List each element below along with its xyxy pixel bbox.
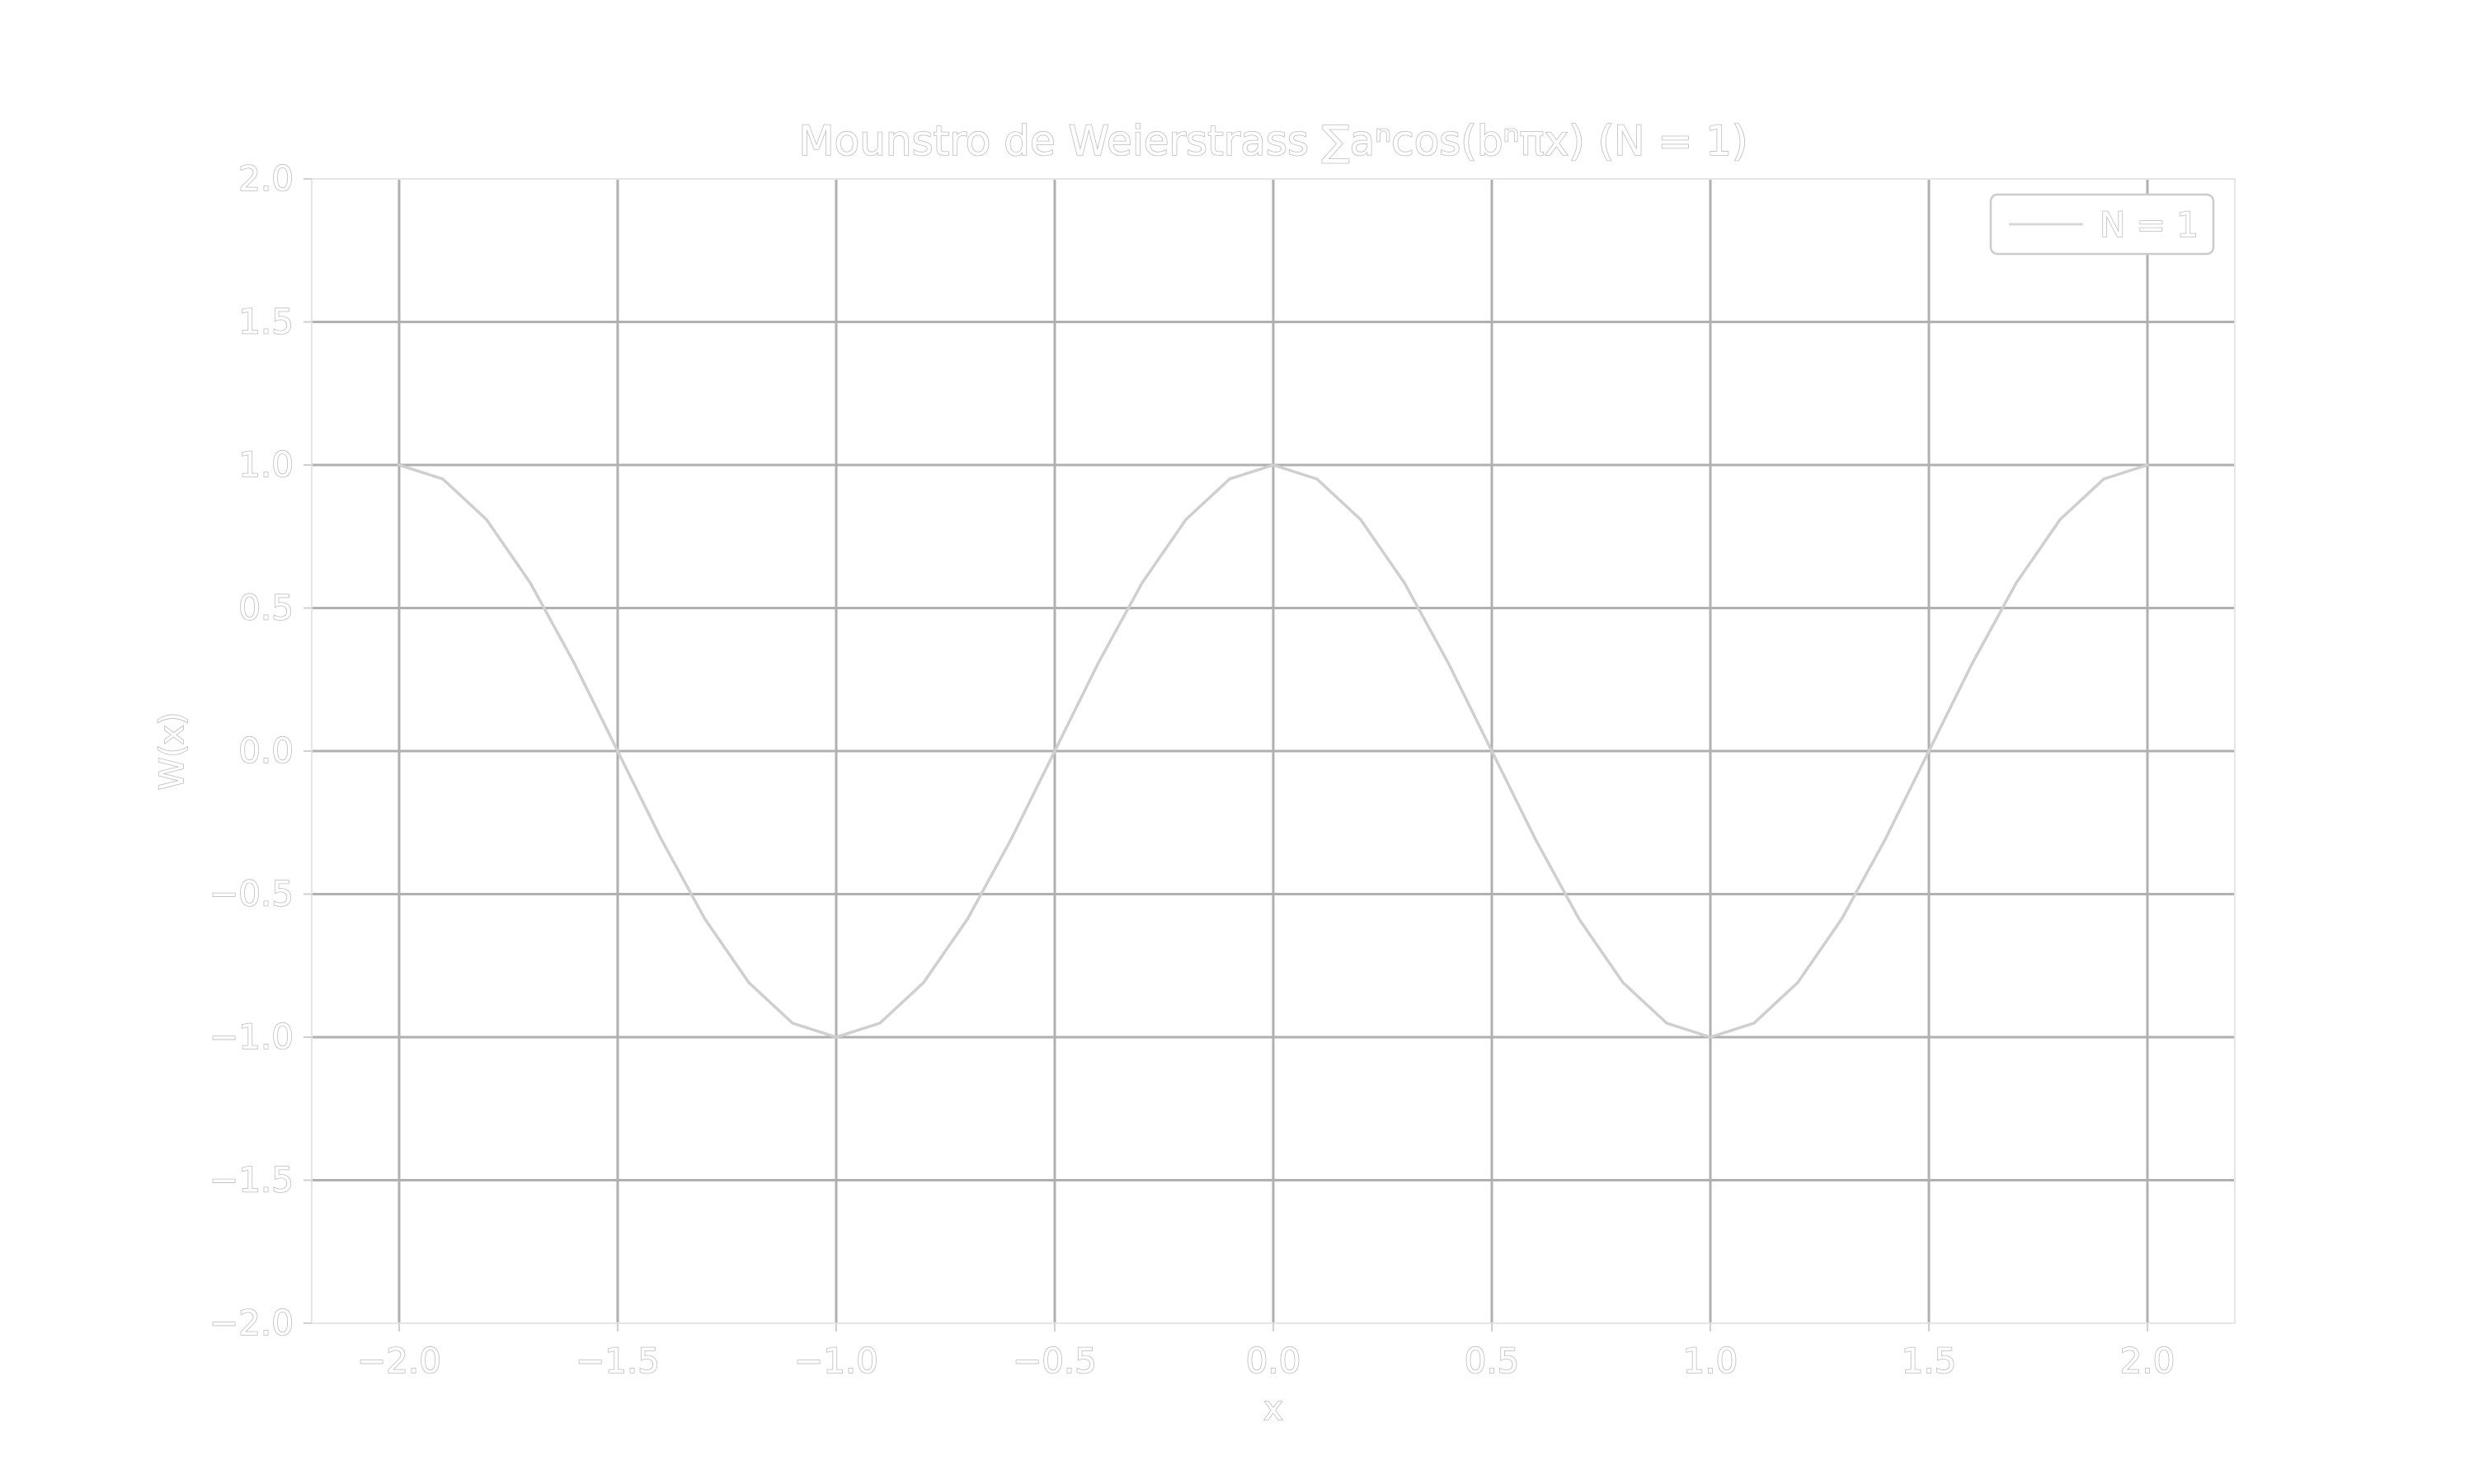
- x-tick-label: 2.0: [2120, 1341, 2175, 1381]
- y-tick-label: 0.0: [238, 730, 294, 771]
- legend-label: N = 1: [2100, 204, 2199, 245]
- y-tick-label: 0.5: [238, 588, 294, 628]
- series-layer: [397, 463, 2149, 1039]
- y-tick-label: −1.0: [209, 1017, 294, 1057]
- legend: N = 1: [1989, 193, 2215, 256]
- axis-ticks: −2.0 −1.5 −1.0 −0.5 0.0 0.5 1.0 1.5 2.0 −2.0 −1.5 −…: [209, 157, 2175, 1382]
- x-tick-label: 0.5: [1465, 1341, 1520, 1381]
- x-tick-label: −1.5: [576, 1341, 660, 1381]
- x-tick-label: 1.0: [1683, 1341, 1738, 1381]
- y-tick-label: −0.5: [209, 874, 294, 914]
- x-tick-label: −0.5: [1013, 1341, 1097, 1381]
- chart-title: Mounstro de Weierstrass ∑aⁿcos(bⁿπx) (N …: [799, 117, 1748, 165]
- x-tick-label: 1.5: [1902, 1341, 1957, 1381]
- x-tick-label: −2.0: [357, 1341, 441, 1381]
- series-line: [397, 463, 2149, 1039]
- x-tick-label: 0.0: [1246, 1341, 1301, 1381]
- x-tick-label: −1.0: [794, 1341, 878, 1381]
- y-tick-label: 1.0: [238, 444, 294, 485]
- x-axis-label: x: [1263, 1390, 1283, 1428]
- y-tick-label: 2.0: [238, 158, 294, 199]
- grid: [312, 179, 2235, 1323]
- y-tick-label: 1.5: [238, 302, 294, 342]
- y-tick-label: −1.5: [209, 1160, 294, 1200]
- y-axis-label: W(x): [153, 712, 191, 790]
- y-tick-label: −2.0: [209, 1303, 294, 1343]
- legend-box: [1989, 193, 2215, 256]
